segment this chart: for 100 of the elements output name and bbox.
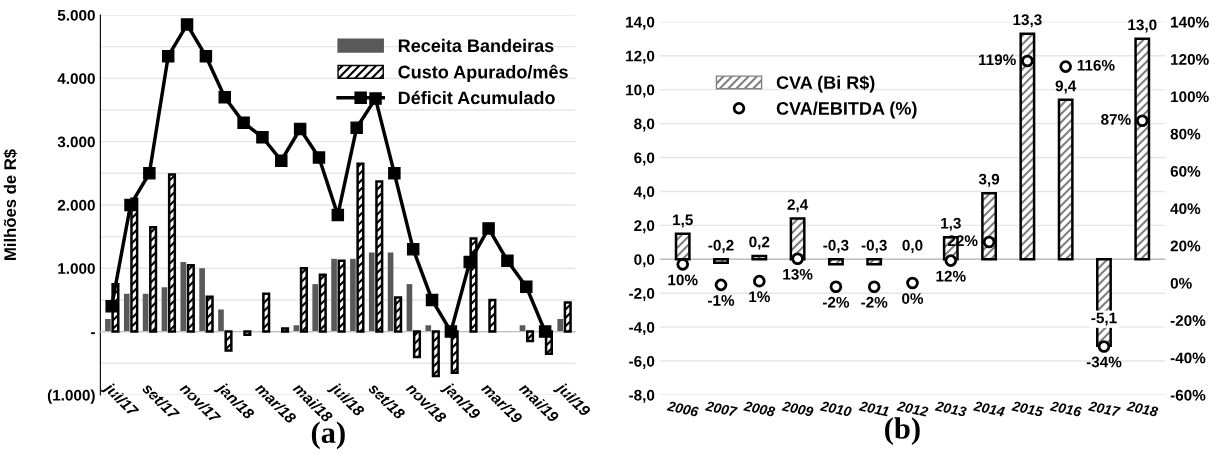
data-label: 13,3 — [1013, 14, 1042, 28]
data-label: 0,2 — [749, 236, 770, 250]
x-tick-label: 2017 — [1087, 400, 1121, 418]
y2-tick-label: 100% — [1171, 91, 1209, 103]
data-label: 1,5 — [673, 214, 693, 228]
x-tick-label: 2009 — [781, 400, 814, 417]
x-tick-label: 2015 — [1011, 400, 1044, 417]
y2-tick-label: -40% — [1170, 352, 1206, 364]
bar — [199, 268, 205, 332]
y-tick-label: 14,0 — [626, 16, 655, 30]
point — [180, 18, 194, 31]
legend-label: CVA (Bi R$) — [776, 75, 875, 93]
x-tick-label: 2007 — [704, 400, 738, 418]
legend-label: Déficit Acumulado — [398, 90, 555, 105]
point — [867, 280, 881, 294]
y-tick-label: - — [91, 332, 95, 335]
point — [1097, 340, 1111, 353]
x-tick-label: 2008 — [743, 400, 776, 417]
bar — [557, 318, 564, 332]
y-tick-label: 5.000 — [57, 9, 95, 21]
y2-tick-label: 140% — [1171, 16, 1209, 28]
y-tick-label: 6,0 — [634, 152, 655, 166]
point — [312, 151, 326, 164]
point — [1021, 54, 1034, 68]
point — [406, 243, 420, 256]
y-tick-label: -2,0 — [629, 288, 655, 302]
data-label: -2% — [861, 296, 888, 308]
data-label: 3,9 — [978, 173, 1000, 187]
data-label: -0,3 — [823, 239, 849, 253]
legend-label: CVA/EBITDA (%) — [776, 101, 917, 119]
y-tick-label: 2.000 — [57, 199, 95, 211]
point — [538, 325, 552, 338]
y2-tick-label: 120% — [1171, 54, 1209, 65]
point — [1059, 60, 1072, 73]
point — [753, 274, 766, 288]
x-tick-label: 2010 — [819, 400, 853, 417]
bar — [180, 261, 187, 332]
x-tick-label: 2016 — [1049, 400, 1083, 417]
data-label: 13% — [783, 268, 813, 280]
y-tick-label: 2,0 — [634, 220, 655, 234]
point — [944, 254, 958, 267]
y-tick-label: 10,0 — [626, 84, 655, 98]
point — [275, 154, 288, 167]
point — [218, 91, 232, 104]
point — [444, 325, 458, 338]
point — [482, 222, 495, 235]
point — [293, 122, 307, 136]
point — [161, 49, 175, 63]
text: (b) — [885, 417, 920, 446]
data-label: -34% — [1086, 356, 1122, 368]
bar — [312, 284, 319, 332]
y-tick-label: 8,0 — [634, 118, 655, 132]
y-tick-label: 4.000 — [57, 73, 95, 85]
data-label: 12% — [936, 270, 966, 282]
y-tick-label: 1.000 — [58, 263, 95, 274]
y2-tick-label: 60% — [1170, 165, 1201, 177]
bar — [105, 318, 111, 332]
data-label: 1,3 — [941, 217, 961, 231]
point — [714, 278, 728, 292]
x-tick-label: 2006 — [666, 400, 700, 417]
point — [256, 130, 269, 144]
data-label: 119% — [979, 54, 1016, 66]
data-label: 13,0 — [1128, 19, 1157, 33]
y-tick-label: 3.000 — [57, 136, 95, 148]
point — [331, 208, 345, 222]
point — [105, 300, 118, 313]
bar — [331, 258, 337, 332]
bar — [123, 293, 130, 332]
y2-tick-label: 0% — [1170, 277, 1192, 289]
point — [199, 49, 213, 63]
y-tick-label: 12,0 — [626, 50, 655, 64]
point — [906, 276, 919, 290]
data-label: 1% — [749, 291, 770, 303]
point — [463, 255, 476, 269]
point — [791, 252, 804, 266]
y2-tick-label: 20% — [1170, 240, 1201, 252]
data-label: -0,3 — [861, 239, 887, 253]
point — [676, 258, 690, 271]
data-label: -1% — [708, 295, 735, 306]
bar — [425, 325, 432, 332]
x-tick-label: 2018 — [1126, 400, 1159, 417]
legend-label: Custo Apurado/mês — [398, 64, 568, 82]
point — [501, 254, 514, 267]
y-tick-label: -6,0 — [629, 355, 655, 369]
data-label: 0,0 — [902, 239, 923, 253]
point — [143, 167, 156, 180]
x-tick-label: 2012 — [896, 400, 929, 417]
point — [388, 167, 401, 180]
data-label: -5,1 — [1091, 312, 1117, 326]
point — [350, 121, 363, 134]
point — [982, 235, 996, 249]
bar — [218, 309, 224, 332]
data-label: 10% — [668, 274, 698, 286]
y2-tick-label: 40% — [1170, 203, 1201, 215]
x-tick-label: 2014 — [972, 400, 1006, 417]
data-label: 2,4 — [787, 199, 809, 213]
data-label: 116% — [1077, 59, 1115, 71]
point — [237, 116, 250, 129]
data-label: 9,4 — [1055, 80, 1077, 94]
y-tick-label: -8,0 — [629, 389, 655, 403]
